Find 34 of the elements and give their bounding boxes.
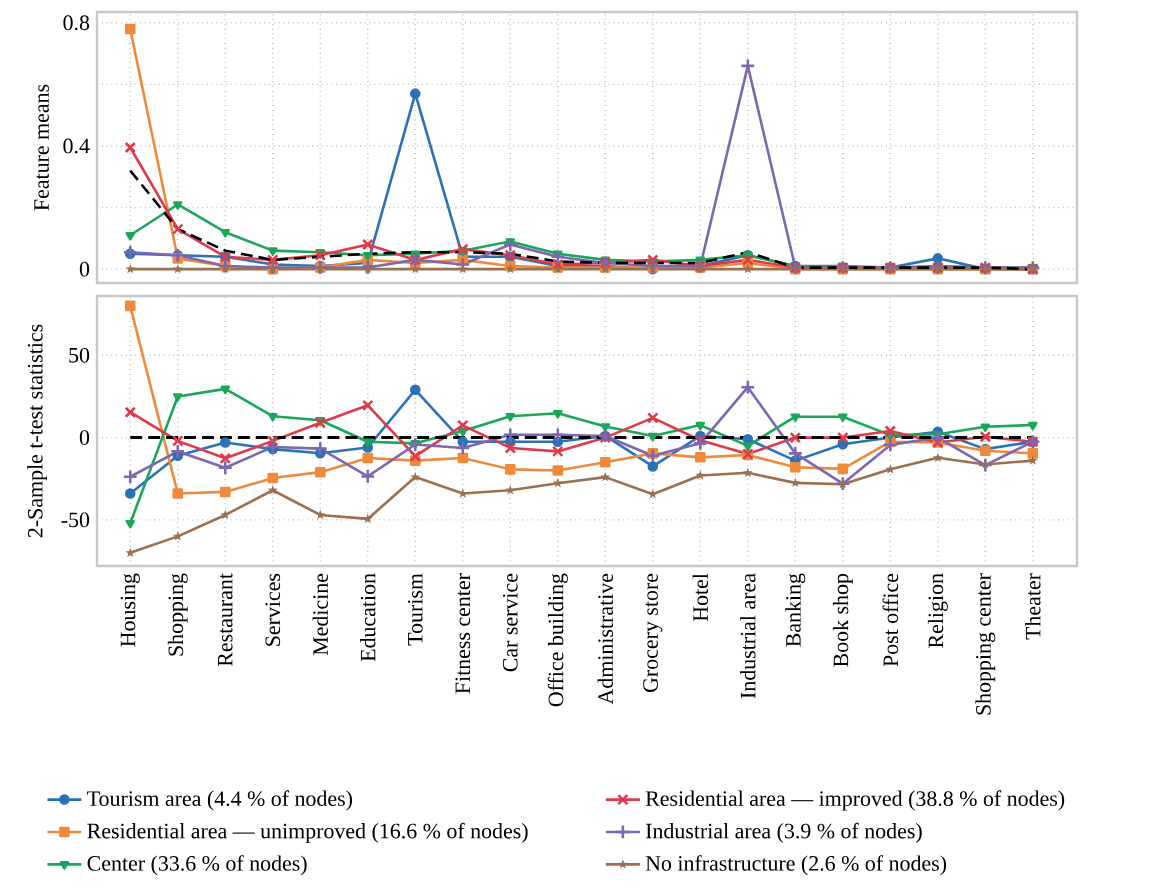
- legend-label: Residential area — unimproved (16.6 % of nodes): [87, 822, 528, 843]
- legend-label: Tourism area (4.4 % of nodes): [87, 790, 353, 811]
- legend-label: Center (33.6 % of nodes): [87, 855, 307, 876]
- x-tick-label: Shopping center: [975, 573, 996, 715]
- x-tick-label: Tourism: [407, 573, 423, 646]
- x-tick-label: Housing: [120, 573, 140, 647]
- legend-label: Industrial area (3.9 % of nodes): [645, 822, 922, 843]
- x-tick-label: Office building: [547, 573, 568, 707]
- x-tick-label: Services: [265, 573, 281, 646]
- x-tick-label: Hotel: [692, 573, 709, 622]
- x-tick-label: Fitness center: [455, 573, 471, 694]
- x-tick-label: Theater: [1025, 573, 1041, 640]
- y-tick-label: -50: [61, 512, 90, 528]
- x-tick-label: Education: [360, 573, 376, 662]
- x-tick-label: Medicine: [312, 573, 328, 656]
- x-tick-label: Religion: [927, 573, 948, 648]
- x-tick-label: Banking: [785, 573, 806, 647]
- x-tick-label: Book shop: [832, 573, 853, 667]
- legend-label: Residential area — improved (38.8 % of nodes): [645, 790, 1065, 811]
- x-tick-label: Shopping: [167, 573, 188, 656]
- y-tick-label: 50: [69, 347, 90, 363]
- x-tick-label: Post office: [882, 573, 899, 667]
- y-tick-label: 0: [79, 430, 90, 445]
- y-tick-label: 0.4: [63, 138, 90, 154]
- y-tick-label: 0.8: [63, 15, 90, 31]
- y-tick-label: 0: [79, 261, 90, 277]
- x-tick-label: Industrial area: [740, 573, 756, 699]
- x-tick-label: Restaurant: [217, 573, 233, 667]
- y-axis-title: Feature means: [34, 84, 49, 211]
- legend-label: No infrastructure (2.6 % of nodes): [645, 855, 947, 876]
- x-tick-label: Administrative: [597, 573, 614, 705]
- x-tick-label: Car service: [502, 573, 518, 672]
- y-axis-title: 2-Sample t-test statistics: [27, 324, 48, 538]
- x-tick-label: Grocery store: [643, 573, 663, 693]
